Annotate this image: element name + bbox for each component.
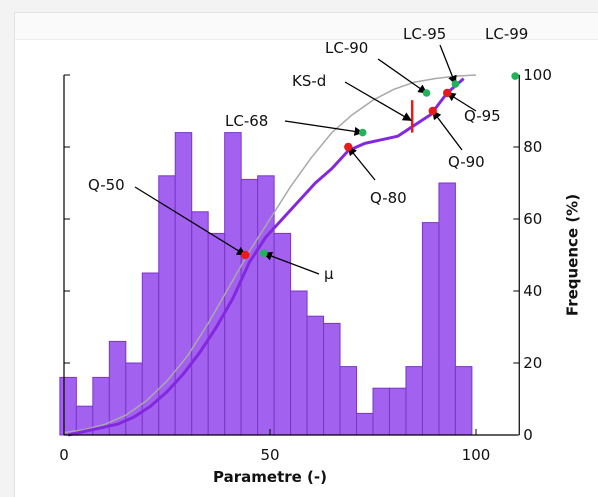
annotation-arrow xyxy=(432,110,463,151)
marker-points xyxy=(241,72,519,260)
fitted-cdf-line xyxy=(63,74,477,434)
annotation-label: LC-90 xyxy=(325,39,368,57)
histogram-bar xyxy=(191,211,209,436)
annotation-label: Q-90 xyxy=(448,153,485,171)
axes: 0 20 40 60 80 100 0 50 100 xyxy=(59,66,552,464)
histogram-bar xyxy=(372,387,390,436)
fit-point xyxy=(260,249,268,257)
fit-point xyxy=(511,72,519,80)
annotations: Q-50 Q-80 Q-90 Q-95 μ LC-68 LC-90 LC-95 LC-99 KS-… xyxy=(88,25,528,283)
x-tick-label: 0 xyxy=(59,446,69,464)
fit-point xyxy=(422,89,431,97)
annotation-label: LC-99 xyxy=(485,25,528,43)
histogram-bar xyxy=(59,376,77,436)
histogram-bar xyxy=(356,412,374,436)
annotation-label: Q-50 xyxy=(88,176,125,194)
annotation-arrow xyxy=(134,186,247,256)
histogram-bar xyxy=(339,366,358,436)
histogram-bar xyxy=(454,366,473,436)
y-tick-label: 0 xyxy=(523,426,533,444)
histogram-bar xyxy=(125,362,143,436)
annotation-arrow xyxy=(262,251,320,275)
annotation-arrow xyxy=(344,81,412,121)
histogram-bar xyxy=(273,232,292,436)
histogram-bar xyxy=(323,322,341,436)
y-tick-label: 40 xyxy=(523,282,542,300)
annotation-label: μ xyxy=(324,265,334,283)
panel-header-bar xyxy=(15,13,598,40)
x-tick-label: 100 xyxy=(462,446,491,464)
annotation-label: KS-d xyxy=(292,72,326,90)
annotation-label: LC-95 xyxy=(403,25,446,43)
annotation-arrow xyxy=(347,146,376,181)
histogram-bars xyxy=(59,132,473,436)
y-tick-label: 80 xyxy=(523,138,542,156)
histogram-bar xyxy=(290,290,308,436)
histogram-bar xyxy=(257,175,275,436)
histogram-bar xyxy=(438,182,456,436)
y-axis-title: Frequence (%) xyxy=(563,194,581,316)
annotation-label: Q-95 xyxy=(464,107,501,125)
fit-point xyxy=(451,80,460,88)
histogram-bar xyxy=(306,315,325,436)
quantile-point xyxy=(442,88,452,98)
annotation-arrow xyxy=(439,44,457,85)
quantile-point xyxy=(428,106,437,116)
fit-point xyxy=(358,128,367,137)
annotation-label: Q-80 xyxy=(370,189,407,207)
y-tick-label: 20 xyxy=(523,354,542,372)
quantile-point xyxy=(344,142,353,152)
x-tick-label: 50 xyxy=(260,446,279,464)
histogram-bar xyxy=(174,132,193,436)
histogram-bar xyxy=(388,387,407,436)
y-tick-label: 60 xyxy=(523,210,542,228)
histogram-bar xyxy=(240,178,259,436)
histogram-bar xyxy=(405,366,423,436)
histogram-bar xyxy=(421,222,440,436)
cdf-curves xyxy=(63,74,477,437)
annotation-arrow xyxy=(284,120,364,136)
quantile-point xyxy=(241,250,250,260)
annotation-arrow xyxy=(446,92,477,112)
empirical-cdf-line xyxy=(67,77,465,437)
annotation-label: LC-68 xyxy=(225,112,268,130)
y-tick-label: 100 xyxy=(523,66,552,84)
x-axis-title: Parametre (-) xyxy=(213,468,327,486)
annotation-arrow xyxy=(377,58,428,94)
